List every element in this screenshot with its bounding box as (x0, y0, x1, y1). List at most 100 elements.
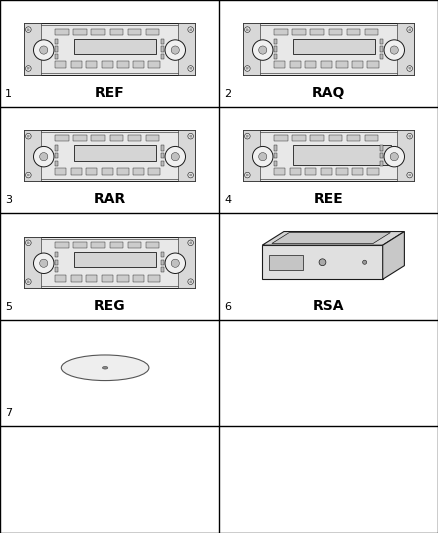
Circle shape (244, 133, 250, 139)
Circle shape (244, 172, 250, 178)
Circle shape (407, 172, 413, 178)
Circle shape (171, 152, 179, 161)
Bar (274, 29, 288, 35)
Bar (274, 135, 288, 141)
Bar (55, 260, 58, 265)
Text: 2: 2 (224, 88, 231, 99)
Circle shape (171, 46, 179, 54)
Bar (380, 46, 383, 52)
Bar (91, 135, 105, 141)
Bar (321, 168, 332, 175)
Circle shape (407, 133, 413, 139)
Circle shape (25, 27, 31, 33)
Text: RAQ: RAQ (312, 86, 345, 100)
Circle shape (25, 133, 31, 139)
Circle shape (171, 259, 179, 268)
Bar (245, 26, 412, 72)
Bar (24, 23, 41, 75)
Bar (148, 168, 160, 175)
Bar (71, 274, 82, 281)
Text: REF: REF (95, 86, 124, 100)
Bar (397, 130, 414, 181)
Ellipse shape (102, 367, 108, 369)
Bar (380, 146, 383, 150)
Circle shape (25, 66, 31, 71)
Bar (55, 161, 58, 166)
Bar (380, 54, 383, 59)
Bar (328, 135, 342, 141)
Bar (102, 61, 113, 68)
Circle shape (363, 260, 367, 264)
Circle shape (188, 240, 194, 246)
Circle shape (407, 66, 413, 71)
Circle shape (33, 253, 54, 273)
Bar (110, 29, 123, 35)
Bar (55, 39, 58, 44)
Text: REE: REE (314, 192, 343, 206)
Bar (24, 237, 195, 288)
Polygon shape (383, 231, 404, 279)
Circle shape (165, 147, 186, 167)
Circle shape (188, 66, 194, 71)
Bar (397, 23, 414, 75)
Bar (380, 161, 383, 166)
Circle shape (25, 172, 31, 178)
Bar (146, 135, 159, 141)
Circle shape (244, 27, 250, 33)
Bar (347, 135, 360, 141)
Bar (274, 39, 277, 44)
Bar (161, 146, 164, 150)
Circle shape (25, 240, 31, 246)
Bar (55, 274, 66, 281)
Bar (91, 29, 105, 35)
Bar (262, 245, 383, 279)
Circle shape (319, 259, 326, 265)
Text: 4: 4 (224, 195, 231, 205)
Bar (24, 130, 195, 181)
Circle shape (390, 46, 398, 54)
Bar (365, 29, 378, 35)
Bar (367, 168, 379, 175)
Circle shape (25, 279, 31, 285)
Bar (55, 146, 58, 150)
Circle shape (244, 66, 250, 71)
Text: 5: 5 (5, 302, 12, 312)
Bar (274, 168, 285, 175)
Bar (73, 29, 87, 35)
Circle shape (252, 147, 273, 167)
Bar (245, 132, 412, 179)
Bar (117, 274, 128, 281)
Bar (269, 255, 303, 270)
Bar (243, 130, 260, 181)
Circle shape (259, 46, 267, 54)
Circle shape (165, 40, 186, 60)
Bar (161, 260, 164, 265)
Bar (293, 146, 391, 165)
Bar (55, 242, 69, 248)
Circle shape (188, 279, 194, 285)
Bar (110, 242, 123, 248)
Bar (117, 61, 128, 68)
Bar (74, 39, 156, 54)
Bar (161, 39, 164, 44)
Bar (336, 61, 347, 68)
Bar (73, 135, 87, 141)
Text: 3: 3 (5, 195, 12, 205)
Bar (55, 252, 58, 257)
Bar (328, 29, 342, 35)
Bar (117, 168, 128, 175)
Text: RSA: RSA (313, 299, 344, 313)
Bar (243, 130, 414, 181)
Text: 7: 7 (5, 408, 12, 418)
Bar (161, 54, 164, 59)
Bar (380, 153, 383, 158)
Bar (161, 252, 164, 257)
Bar (274, 146, 277, 150)
Text: RAR: RAR (93, 192, 126, 206)
Circle shape (40, 152, 48, 161)
Bar (274, 46, 277, 52)
Bar (55, 135, 69, 141)
Bar (161, 46, 164, 52)
Bar (161, 161, 164, 166)
Bar (310, 135, 324, 141)
